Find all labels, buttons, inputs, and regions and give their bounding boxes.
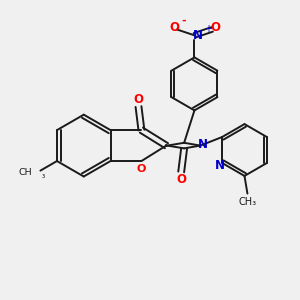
Text: N: N — [193, 29, 203, 42]
Text: -: - — [181, 16, 186, 26]
Text: O: O — [176, 173, 186, 186]
Text: O: O — [137, 164, 146, 174]
Text: +: + — [204, 24, 212, 34]
Text: CH₃: CH₃ — [238, 197, 256, 207]
Text: O: O — [134, 93, 143, 106]
Text: O: O — [169, 22, 179, 34]
Text: N: N — [215, 159, 225, 172]
Text: O: O — [210, 22, 220, 34]
Text: ₃: ₃ — [41, 171, 44, 180]
Text: N: N — [198, 139, 208, 152]
Text: CH: CH — [19, 168, 32, 177]
